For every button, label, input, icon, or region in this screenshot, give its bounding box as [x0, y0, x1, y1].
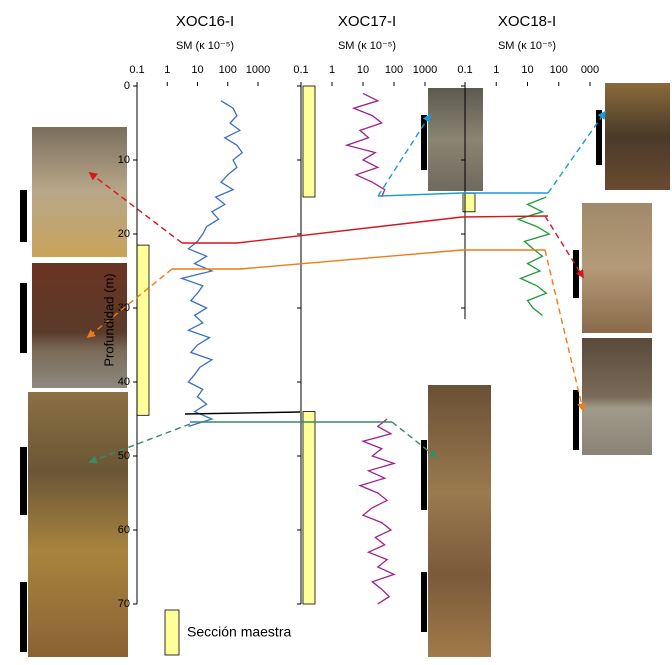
core-photos: [28, 83, 670, 657]
x-tick-label: 1: [329, 64, 335, 76]
y-tick-label: 50: [118, 450, 130, 462]
x-tick-label: 100: [385, 64, 403, 76]
legend-label: Sección maestra: [187, 624, 291, 640]
correlation-arrow: [547, 110, 606, 194]
x-tick-label: 0.1: [129, 64, 144, 76]
x-tick-label: 1000: [246, 64, 270, 76]
core-marker: [20, 582, 27, 652]
sm-curve: [344, 92, 386, 198]
x-axis-label: SM (κ 10⁻⁵): [498, 40, 556, 52]
correlation-arrow: [544, 249, 586, 412]
x-tick-label: 1: [164, 64, 170, 76]
core-marker: [20, 283, 27, 353]
panel-title: XOC18-I: [498, 13, 556, 30]
x-tick-label: 000: [581, 64, 599, 76]
sm-curve: [358, 418, 397, 605]
core-photo: [582, 338, 652, 455]
correlations: [86, 110, 606, 464]
core-photo: [582, 203, 652, 333]
correlation-line: [377, 192, 548, 197]
core-marker: [573, 250, 579, 298]
correlation-arrow: [544, 215, 584, 279]
y-tick-label: 10: [118, 154, 130, 166]
x-tick-label: 100: [550, 64, 568, 76]
correlation-line: [184, 411, 301, 415]
x-axis-label: SM (κ 10⁻⁵): [338, 40, 396, 52]
x-tick-label: 0.1: [457, 64, 472, 76]
y-tick-label: 60: [118, 524, 130, 536]
y-tick-label: 20: [118, 228, 130, 240]
core-photo: [428, 88, 483, 191]
panel-title: XOC16-I: [176, 13, 234, 30]
sm-curve: [516, 196, 551, 316]
core-marker: [573, 390, 579, 450]
sm-curve: [179, 100, 244, 428]
x-axis-label: SM (κ 10⁻⁵): [176, 40, 234, 52]
core-marker: [421, 572, 427, 632]
master-section: [302, 85, 316, 198]
y-tick-label: 70: [118, 598, 130, 610]
y-tick-label: 40: [118, 376, 130, 388]
x-tick-label: 1000: [413, 64, 437, 76]
correlation-line: [172, 249, 545, 270]
core-photo: [428, 385, 491, 657]
x-tick-label: 10: [191, 64, 203, 76]
core-photo: [32, 127, 127, 257]
x-tick-label: 10: [357, 64, 369, 76]
core-marker: [20, 190, 27, 242]
legend-swatch: [164, 609, 180, 656]
y-tick-label: 0: [124, 80, 130, 92]
core-photo: [605, 83, 670, 190]
core-marker: [421, 115, 427, 170]
x-tick-label: 100: [219, 64, 237, 76]
x-tick-label: 1: [493, 64, 499, 76]
master-section: [136, 244, 150, 416]
plots: XOC16-ISM (κ 10⁻⁵)0.1 1 10 100 1000010203040…: [118, 13, 599, 610]
y-axis-label: Profundidad (m): [101, 273, 116, 366]
correlation-line: [182, 215, 549, 244]
core-marker: [596, 110, 602, 165]
core-photo: [32, 263, 127, 388]
x-tick-label: 0.1: [293, 64, 308, 76]
correlation-arrow: [86, 268, 173, 339]
core-marker: [421, 440, 427, 510]
correlation-arrow: [88, 423, 191, 464]
x-tick-label: 10: [521, 64, 533, 76]
core-photo: [28, 392, 128, 657]
master-section: [302, 411, 316, 605]
core-marker: [20, 447, 27, 515]
panel-title: XOC17-I: [338, 13, 396, 30]
correlation-arrow: [377, 113, 431, 197]
